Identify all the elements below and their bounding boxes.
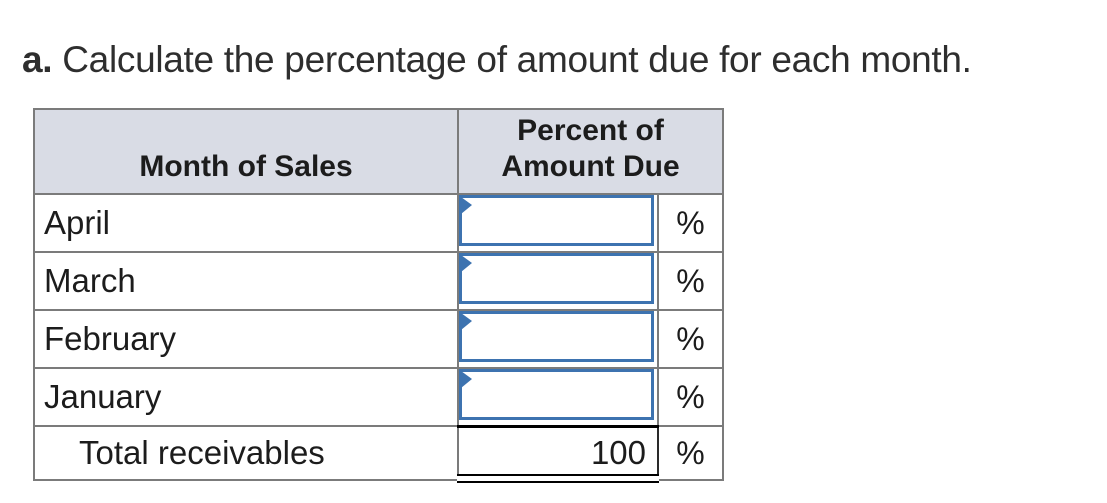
percent-sign: % [656, 425, 725, 481]
header-row: Month of Sales Percent of Amount Due [33, 108, 725, 195]
input-box [459, 195, 654, 246]
percent-input-january[interactable] [462, 372, 651, 417]
percent-sign: % [656, 309, 725, 369]
percent-sign: % [656, 367, 725, 427]
total-value: 100 [590, 434, 646, 472]
percent-input-cell [457, 309, 659, 369]
total-value-cell: 100 [457, 424, 659, 483]
percent-header-line1: Percent of [517, 114, 664, 148]
month-label: March [33, 251, 459, 311]
percent-input-february[interactable] [462, 314, 651, 359]
percent-input-march[interactable] [462, 256, 651, 301]
column-header-month-of-sales: Month of Sales [33, 108, 459, 195]
table-row-april: April % [33, 193, 725, 253]
column-header-percent-of-amount-due: Percent of Amount Due [456, 108, 725, 195]
percent-input-cell [457, 193, 659, 253]
percent-input-april[interactable] [462, 198, 651, 243]
input-box [459, 369, 654, 420]
page-title: a. Calculate the percentage of amount due… [22, 39, 972, 81]
input-box [459, 253, 654, 304]
question-text: Calculate the percentage of amount due f… [62, 39, 972, 80]
table-row-march: March % [33, 251, 725, 311]
percent-header-line2: Amount Due [501, 149, 680, 183]
percent-of-amount-due-table: Month of Sales Percent of Amount Due Apri… [33, 108, 725, 483]
month-label: April [33, 193, 459, 253]
month-label: January [33, 367, 459, 427]
month-label: February [33, 309, 459, 369]
table-row-total: Total receivables 100 % [33, 424, 725, 483]
double-underline [457, 474, 659, 483]
total-label: Total receivables [33, 425, 459, 481]
input-box [459, 311, 654, 362]
question-letter: a. [22, 39, 53, 80]
percent-sign: % [656, 251, 725, 311]
table-row-february: February % [33, 309, 725, 369]
percent-input-cell [457, 251, 659, 311]
percent-input-cell [457, 367, 659, 427]
percent-sign: % [656, 193, 725, 253]
table-row-january: January % [33, 367, 725, 427]
